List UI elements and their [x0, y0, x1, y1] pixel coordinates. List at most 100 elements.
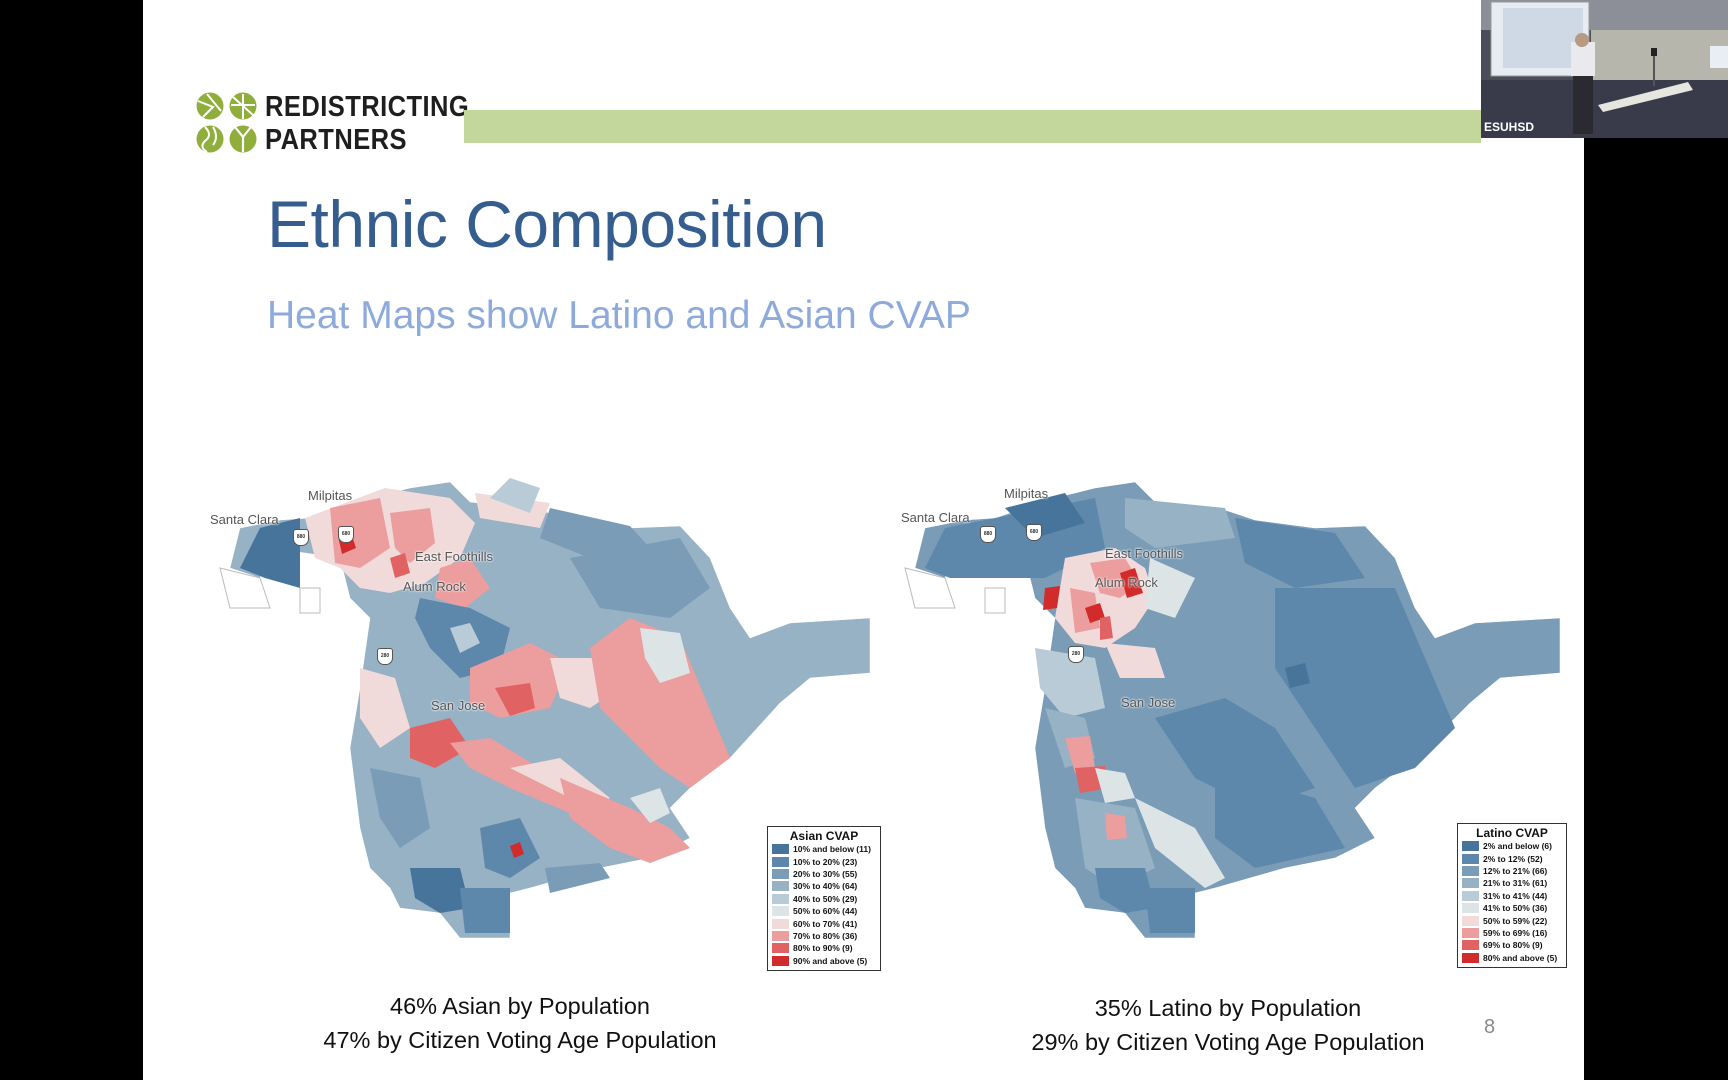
- legend-swatch-icon: [772, 906, 789, 917]
- place-label-santa-clara: Santa Clara: [901, 510, 970, 525]
- webcam-scene: [1481, 0, 1728, 138]
- slide-title: Ethnic Composition: [267, 187, 827, 261]
- asian-cvap-legend: Asian CVAP 10% and below (11) 10% to 20% …: [767, 826, 881, 971]
- place-label-milpitas: Milpitas: [308, 488, 353, 503]
- legend-label: 69% to 80% (9): [1483, 940, 1543, 951]
- header-accent-bar: [464, 110, 1481, 143]
- place-label-san-jose: San Jose: [1121, 695, 1176, 710]
- legend-label: 2% to 12% (52): [1483, 853, 1543, 864]
- legend-label: 59% to 69% (16): [1483, 927, 1548, 938]
- brand-line-1: REDISTRICTING: [265, 91, 470, 123]
- asian-cvap-stat: 47% by Citizen Voting Age Population: [323, 1027, 717, 1053]
- asian-population-stat: 46% Asian by Population: [390, 993, 650, 1019]
- legend-label: 10% and below (11): [793, 844, 871, 855]
- legend-swatch-icon: [1462, 903, 1479, 914]
- legend-item: 50% to 60% (44): [772, 905, 876, 917]
- legend-swatch-icon: [772, 893, 789, 904]
- legend-item: 40% to 50% (29): [772, 893, 876, 905]
- legend-item: 10% to 20% (23): [772, 855, 876, 867]
- interstate-680-shield-icon: 680: [338, 526, 354, 543]
- legend-label: 50% to 59% (22): [1483, 915, 1548, 926]
- legend-swatch-icon: [772, 918, 789, 929]
- legend-label: 50% to 60% (44): [793, 906, 858, 917]
- latino-caption: 35% Latino by Population 29% by Citizen …: [928, 991, 1528, 1059]
- legend-swatch-icon: [1462, 915, 1479, 926]
- legend-label: 21% to 31% (61): [1483, 878, 1548, 889]
- legend-item: 50% to 59% (22): [1462, 914, 1562, 926]
- legend-label: 20% to 30% (55): [793, 868, 858, 879]
- latino-cvap-heat-map: Milpitas Santa Clara East Foothills Alum…: [895, 468, 1584, 948]
- legend-label: 40% to 50% (29): [793, 893, 858, 904]
- legend-label: 41% to 50% (36): [1483, 903, 1548, 914]
- legend-item: 60% to 70% (41): [772, 917, 876, 929]
- legend-swatch-icon: [1462, 940, 1479, 951]
- interstate-880-shield-icon: 880: [293, 529, 309, 546]
- legend-swatch-icon: [772, 844, 789, 855]
- webcam-participant-label: ESUHSD: [1484, 120, 1535, 134]
- legend-item: 21% to 31% (61): [1462, 877, 1562, 889]
- legend-item: 41% to 50% (36): [1462, 902, 1562, 914]
- legend-item: 20% to 30% (55): [772, 868, 876, 880]
- brand-line-2: PARTNERS: [265, 124, 408, 156]
- legend-swatch-icon: [1462, 865, 1479, 876]
- place-label-santa-clara: Santa Clara: [210, 512, 279, 527]
- place-label-east-foothills: East Foothills: [1105, 546, 1184, 561]
- latino-cvap-stat: 29% by Citizen Voting Age Population: [1031, 1029, 1425, 1055]
- legend-label: 10% to 20% (23): [793, 856, 858, 867]
- place-label-alum-rock: Alum Rock: [403, 579, 466, 594]
- latino-population-stat: 35% Latino by Population: [1094, 995, 1362, 1021]
- interstate-680-shield-icon: 680: [1026, 524, 1042, 541]
- legend-item: 2% to 12% (52): [1462, 852, 1562, 864]
- place-label-alum-rock: Alum Rock: [1095, 575, 1158, 590]
- legend-item: 30% to 40% (64): [772, 880, 876, 892]
- legend-swatch-icon: [1462, 853, 1479, 864]
- legend-swatch-icon: [772, 856, 789, 867]
- legend-title: Latino CVAP: [1476, 826, 1548, 840]
- legend-label: 60% to 70% (41): [793, 918, 858, 929]
- place-label-san-jose: San Jose: [431, 698, 486, 713]
- legend-label: 30% to 40% (64): [793, 881, 858, 892]
- slide-page-number: 8: [1484, 1016, 1496, 1038]
- asian-caption: 46% Asian by Population 47% by Citizen V…: [220, 989, 820, 1057]
- legend-swatch-icon: [772, 881, 789, 892]
- legend-item: 12% to 21% (66): [1462, 865, 1562, 877]
- legend-title: Asian CVAP: [789, 829, 859, 843]
- latino-cvap-legend: Latino CVAP 2% and below (6) 2% to 12% (5…: [1457, 823, 1567, 968]
- legend-item: 69% to 80% (9): [1462, 939, 1562, 951]
- legend-swatch-icon: [772, 868, 789, 879]
- legend-swatch-icon: [772, 930, 789, 941]
- legend-item: 80% to 90% (9): [772, 942, 876, 954]
- legend-label: 12% to 21% (66): [1483, 865, 1548, 876]
- legend-item: 70% to 80% (36): [772, 930, 876, 942]
- legend-swatch-icon: [1462, 927, 1479, 938]
- presentation-slide: REDISTRICTING PARTNERS Ethnic Compositio…: [143, 0, 1584, 1080]
- place-label-east-foothills: East Foothills: [415, 549, 494, 564]
- place-label-milpitas: Milpitas: [1004, 486, 1049, 501]
- legend-label: 70% to 80% (36): [793, 930, 858, 941]
- legend-item: 31% to 41% (44): [1462, 890, 1562, 902]
- legend-item: 10% and below (11): [772, 843, 876, 855]
- legend-item: 2% and below (6): [1462, 840, 1562, 852]
- logo-leaf-icon: [196, 92, 257, 153]
- legend-swatch-icon: [1462, 878, 1479, 889]
- asian-cvap-heat-map: Milpitas Santa Clara East Foothills Alum…: [210, 468, 900, 948]
- legend-item: 90% and above (5): [772, 955, 876, 967]
- legend-item: 59% to 69% (16): [1462, 927, 1562, 939]
- legend-swatch-icon: [1462, 952, 1479, 963]
- legend-label: 90% and above (5): [793, 955, 868, 966]
- legend-swatch-icon: [1462, 890, 1479, 901]
- legend-swatch-icon: [772, 943, 789, 954]
- interstate-880-shield-icon: 880: [980, 526, 996, 543]
- legend-swatch-icon: [1462, 841, 1479, 852]
- legend-swatch-icon: [772, 955, 789, 966]
- asian-map-shapes: [219, 478, 871, 939]
- legend-item: 80% and above (5): [1462, 952, 1562, 964]
- legend-label: 31% to 41% (44): [1483, 890, 1548, 901]
- redistricting-partners-logo: REDISTRICTING PARTNERS: [195, 91, 469, 157]
- latino-map-shapes: [904, 481, 1561, 939]
- legend-label: 80% and above (5): [1483, 952, 1558, 963]
- slide-subtitle: Heat Maps show Latino and Asian CVAP: [267, 294, 971, 337]
- presenter-webcam-video[interactable]: ESUHSD: [1481, 0, 1728, 138]
- legend-label: 2% and below (6): [1483, 841, 1552, 852]
- legend-label: 80% to 90% (9): [793, 943, 853, 954]
